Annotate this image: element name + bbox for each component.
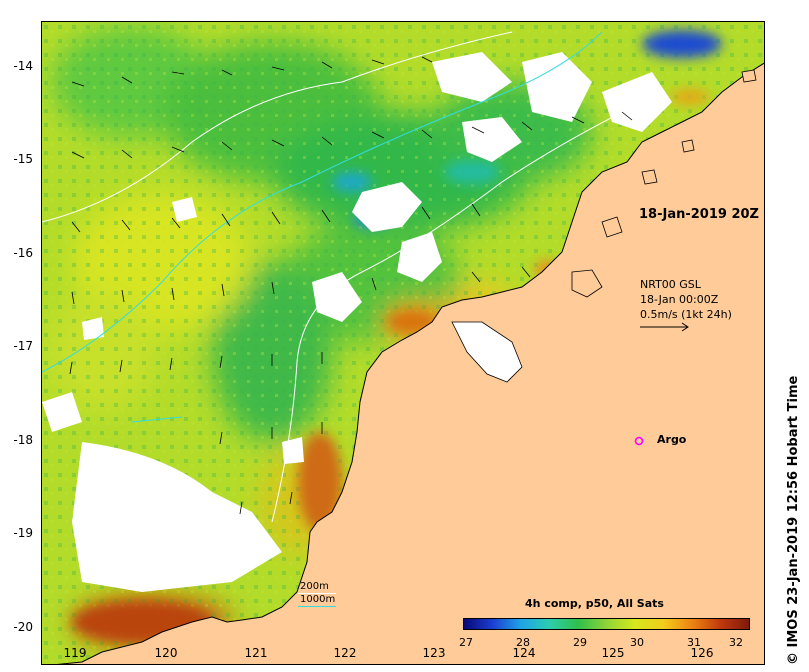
y-tick-label: -16 [13, 246, 33, 260]
current-scale-arrow [640, 322, 689, 332]
colorbar-tick: 32 [729, 636, 743, 649]
y-tick-label: -18 [13, 433, 33, 447]
colorbar-tick: 30 [630, 636, 644, 649]
x-tick-label: 124 [512, 646, 536, 660]
current-time: 18-Jan 00:00Z [640, 293, 719, 306]
isobath-1000-label: 1000m [300, 594, 336, 605]
warm-coastal-water [72, 89, 710, 642]
colorbar-tick: 29 [573, 636, 587, 649]
valid-time-label: 18-Jan-2019 20Z [639, 207, 759, 222]
x-tick-label: 119 [63, 646, 87, 660]
isobath-1000m [131, 416, 183, 423]
x-tick-label: 123 [422, 646, 446, 660]
y-tick-label: -15 [13, 152, 33, 166]
isobath-200m [42, 31, 513, 223]
land [56, 62, 764, 664]
sst-map [42, 22, 764, 664]
colorbar-tick: 28 [516, 636, 530, 649]
current-scale: 0.5m/s (1kt 24h) [640, 308, 732, 321]
map-frame[interactable] [41, 21, 765, 665]
colorbar-tick: 27 [459, 636, 473, 649]
colorbar-title: 4h comp, p50, All Sats [525, 597, 664, 610]
isobaths [42, 31, 643, 523]
x-tick-label: 122 [333, 646, 357, 660]
y-tick-label: -19 [13, 526, 33, 540]
isobath-legend: 200m 1000m [300, 580, 335, 606]
isobath-200-label: 200m [300, 581, 329, 592]
current-legend: NRT00 GSL 18-Jan 00:00Z 0.5m/s (1kt 24h) [640, 277, 732, 322]
current-vectors [69, 56, 633, 515]
isobath-200-swatch [298, 593, 336, 594]
current-source: NRT00 GSL [640, 278, 701, 291]
colorbar-tick: 31 [687, 636, 701, 649]
y-tick-label: -14 [13, 59, 33, 73]
x-tick-label: 120 [154, 646, 178, 660]
islands [451, 69, 757, 383]
colorbar [463, 618, 750, 630]
y-tick-label: -20 [13, 620, 33, 634]
argo-label: Argo [657, 433, 687, 446]
x-tick-label: 121 [244, 646, 268, 660]
isobath-200m [271, 101, 643, 523]
no-data-areas [42, 52, 672, 592]
isobath-1000-swatch [298, 606, 336, 607]
x-tick-label: 126 [690, 646, 714, 660]
isobath-1000m [42, 31, 603, 373]
argo-float-marker[interactable] [634, 436, 644, 446]
x-tick-label: 125 [601, 646, 625, 660]
credit-label: © IMOS 23-Jan-2019 12:56 Hobart Time [786, 375, 801, 665]
y-tick-label: -17 [13, 339, 33, 353]
